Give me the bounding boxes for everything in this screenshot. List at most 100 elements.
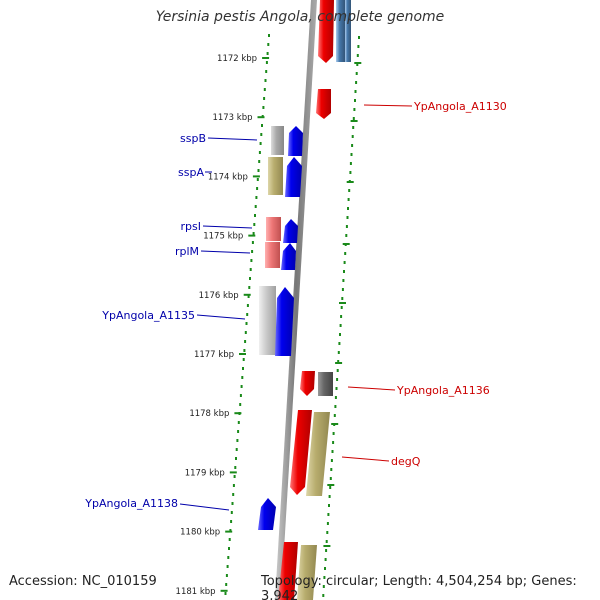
left-track-dot bbox=[246, 313, 249, 316]
left-track-dot bbox=[263, 88, 266, 91]
gene-label-A1135[interactable]: YpAngola_A1135 bbox=[101, 309, 195, 322]
kbp-tick bbox=[243, 293, 251, 296]
leader-rplM bbox=[200, 250, 251, 254]
right-track-dot bbox=[330, 468, 333, 471]
left-track-dot bbox=[232, 493, 235, 496]
gene-A1135-grey bbox=[259, 286, 276, 355]
left-track-dot bbox=[244, 340, 247, 343]
right-track-dot bbox=[344, 252, 347, 255]
right-track-dot bbox=[334, 396, 337, 399]
right-track-dot bbox=[333, 414, 336, 417]
right-track-dot bbox=[332, 432, 335, 435]
kbp-tick bbox=[225, 530, 233, 533]
gene-label-rplM[interactable]: rplM bbox=[175, 245, 199, 258]
right-track-dot bbox=[337, 360, 340, 363]
right-track-dot bbox=[347, 207, 349, 210]
gene-A1136-dark bbox=[318, 372, 333, 396]
kbp-label: 1177 kbp bbox=[194, 350, 234, 360]
gene-A1130-arrow bbox=[316, 89, 331, 119]
left-track-dot bbox=[240, 385, 243, 388]
left-track-dot bbox=[257, 169, 260, 172]
right-track-dot bbox=[339, 333, 341, 336]
right-track-dot bbox=[327, 513, 330, 516]
right-track-dot bbox=[340, 315, 343, 318]
left-track-dot bbox=[267, 43, 270, 46]
right-track-dot bbox=[343, 261, 346, 264]
kbp-label: 1172 kbp bbox=[217, 54, 257, 64]
right-track-dot bbox=[322, 594, 325, 597]
gene-A1138-arrow bbox=[258, 498, 276, 530]
left-track-dot bbox=[256, 178, 259, 181]
genome-backbone bbox=[275, 0, 317, 600]
leader-A1138 bbox=[179, 503, 230, 511]
genome-title: Yersinia pestis Angola, complete genome bbox=[155, 9, 445, 25]
right-track-dot bbox=[352, 126, 355, 129]
left-track-dot bbox=[230, 511, 233, 514]
left-track-dot bbox=[259, 142, 262, 145]
left-track-dot bbox=[242, 367, 244, 370]
gene-label-degQ[interactable]: degQ bbox=[391, 455, 421, 468]
left-track-dot bbox=[237, 430, 240, 433]
left-track-dot bbox=[248, 286, 251, 289]
kbp-label: 1176 kbp bbox=[199, 291, 239, 301]
right-track-dot bbox=[353, 108, 356, 111]
gene-label-A1130[interactable]: YpAngola_A1130 bbox=[413, 100, 507, 113]
left-track-dot bbox=[249, 277, 251, 280]
leader-A1135 bbox=[196, 314, 246, 320]
kbp-tick bbox=[229, 471, 237, 474]
gene-label-sspA[interactable]: sspA bbox=[178, 166, 204, 179]
leader-sspB bbox=[207, 137, 258, 141]
left-track-dot bbox=[239, 403, 242, 406]
kbp-label: 1180 kbp bbox=[180, 528, 220, 538]
left-track-dot bbox=[242, 358, 245, 361]
right-track-dot bbox=[330, 459, 333, 462]
right-major-tick bbox=[335, 362, 343, 364]
left-track-dot bbox=[250, 259, 253, 262]
right-track-dot bbox=[355, 81, 358, 84]
right-track-dot bbox=[349, 162, 352, 165]
left-track-dot bbox=[249, 268, 252, 271]
left-track-dot bbox=[262, 106, 265, 109]
right-track-dot bbox=[345, 234, 348, 237]
left-track-dot bbox=[231, 502, 234, 505]
right-track-dot bbox=[325, 540, 328, 543]
gene-label-A1138[interactable]: YpAngola_A1138 bbox=[84, 497, 178, 510]
left-track-dot bbox=[260, 133, 263, 136]
right-major-tick bbox=[323, 545, 331, 547]
gene-sspA-olive bbox=[268, 157, 283, 195]
gene-label-rpsI[interactable]: rpsI bbox=[181, 220, 201, 233]
right-major-tick bbox=[339, 302, 346, 304]
left-track-dot bbox=[225, 574, 228, 577]
gene-label-sspB[interactable]: sspB bbox=[180, 132, 206, 145]
genome-summary-text: Topology: circular; Length: 4,504,254 bp… bbox=[261, 574, 577, 600]
left-track-dot bbox=[232, 484, 235, 487]
kbp-tick bbox=[252, 175, 260, 178]
right-track-dot bbox=[358, 36, 360, 39]
track-boundaries bbox=[224, 34, 362, 597]
left-track-dot bbox=[254, 214, 256, 217]
right-track-dot bbox=[329, 477, 332, 480]
gene-label-A1136[interactable]: YpAngola_A1136 bbox=[396, 384, 490, 397]
right-track-dot bbox=[336, 378, 339, 381]
right-track-dot bbox=[335, 387, 338, 390]
right-track-dot bbox=[334, 405, 337, 408]
leader-lines bbox=[179, 104, 413, 511]
gene-degQ-olive bbox=[306, 412, 330, 496]
right-track-dot bbox=[354, 90, 357, 93]
right-track-dot bbox=[338, 342, 341, 345]
kbp-label: 1181 kbp bbox=[176, 587, 216, 597]
kbp-tick bbox=[239, 353, 246, 355]
left-track-dot bbox=[266, 52, 269, 55]
gene-A1135-arrow bbox=[275, 287, 294, 356]
kbp-label: 1178 kbp bbox=[189, 409, 229, 419]
left-track-dot bbox=[229, 529, 232, 532]
kbp-tick bbox=[234, 412, 242, 415]
kbp-label: 1173 kbp bbox=[212, 113, 252, 123]
left-track-dot bbox=[226, 565, 229, 568]
right-major-tick bbox=[342, 243, 350, 245]
left-track-dot bbox=[239, 394, 242, 397]
right-track-dot bbox=[356, 63, 359, 66]
gene-sspA-arrow bbox=[285, 157, 302, 197]
left-track-dot bbox=[225, 583, 228, 586]
